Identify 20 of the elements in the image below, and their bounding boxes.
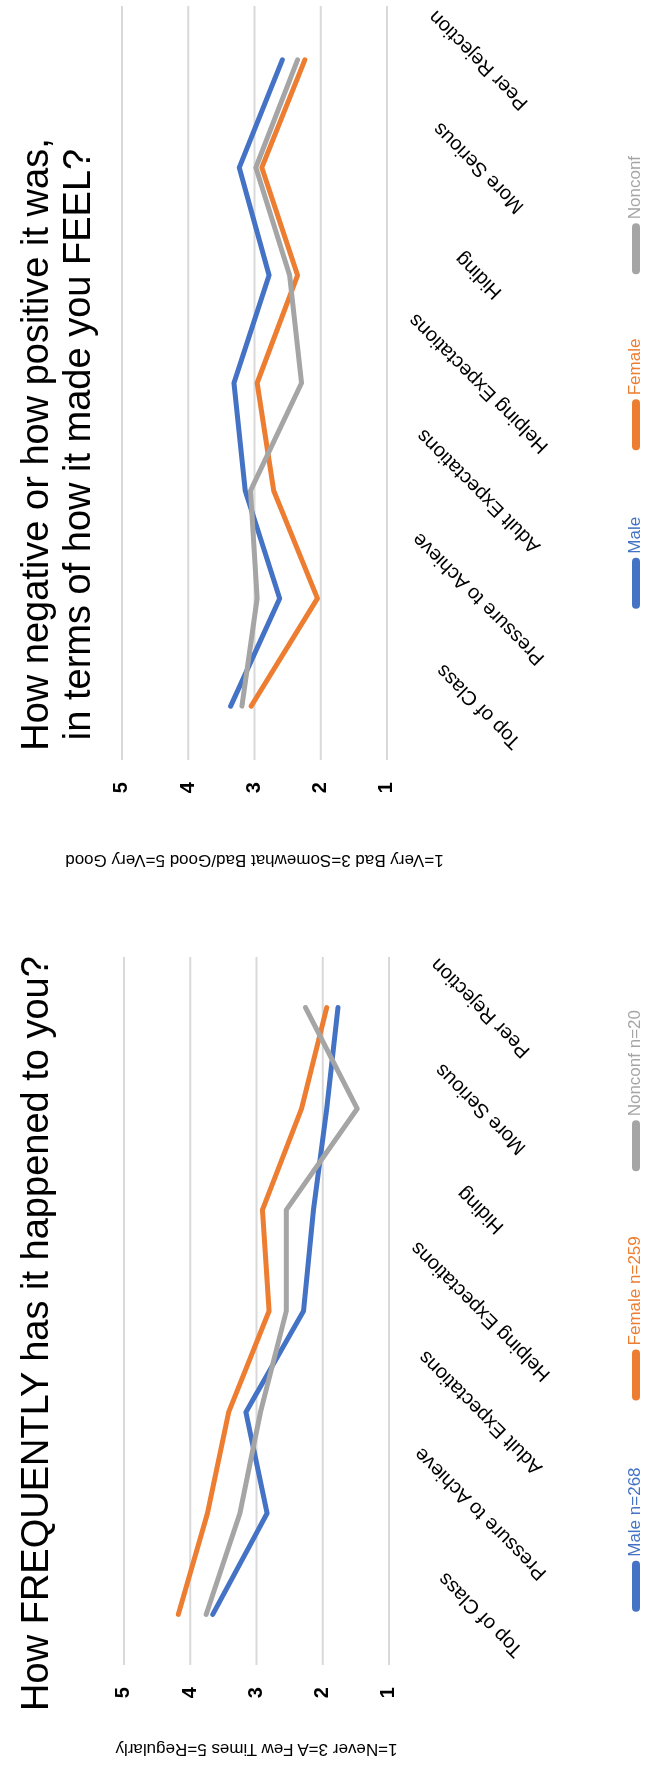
x-tick-label: 1 — [376, 1687, 399, 1699]
text: Female n=259 — [625, 1236, 645, 1346]
text: Female — [625, 338, 645, 396]
x-tick-label: 2 — [310, 1687, 333, 1699]
x-tick-label: 5 — [109, 782, 132, 794]
x-axis-title: 1=Never 3=A Few Times 5=Regularly — [114, 1739, 398, 1759]
x-tick-label: 2 — [308, 782, 331, 794]
text: How FREQUENTLY has it happened to you? — [14, 956, 57, 1711]
text: Nonconf n=20 — [625, 1009, 645, 1117]
text: Nonconf — [625, 155, 645, 220]
x-tick-label: 5 — [111, 1687, 134, 1699]
x-tick-label: 4 — [175, 781, 198, 794]
x-axis-title: 1=Very Bad 3=Somewhat Bad/Good 5=Very Good — [65, 850, 444, 870]
text: Male n=268 — [625, 1467, 645, 1557]
x-tick-label: 3 — [241, 782, 264, 794]
x-tick-label: 4 — [177, 1686, 200, 1699]
text: How negative or how positive it was, in terms of how it made you FEEL? — [14, 138, 99, 751]
x-tick-label: 3 — [243, 1687, 266, 1699]
x-tick-label: 1 — [374, 782, 397, 794]
text: Male — [625, 516, 645, 554]
